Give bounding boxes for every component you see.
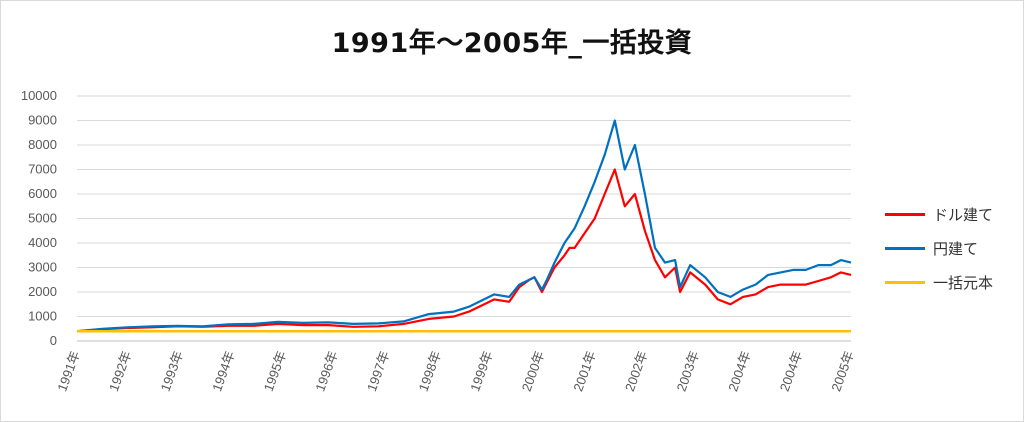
legend-item-dollar: ドル建て xyxy=(885,197,993,231)
y-tick-label-2: 2000 xyxy=(28,284,57,299)
legend-item-principal: 一括元本 xyxy=(885,265,993,299)
series-line-1 xyxy=(76,119,852,333)
y-tick-label-7: 7000 xyxy=(28,162,57,177)
legend-label-yen: 円建て xyxy=(933,239,979,258)
chart-title: 1991年～2005年_一括投資 xyxy=(331,28,693,59)
x-tick-label-7: 1998年 xyxy=(416,349,444,394)
x-tick-label-8: 1999年 xyxy=(467,349,495,394)
x-tick-label-4: 1995年 xyxy=(261,349,289,394)
legend-label-dollar: ドル建て xyxy=(933,205,994,224)
x-tick-label-15: 2005年 xyxy=(828,349,856,394)
x-tick-label-9: 2000年 xyxy=(519,349,547,394)
y-tick-label-4: 4000 xyxy=(28,235,57,250)
x-tick-label-1: 1992年 xyxy=(106,349,134,394)
legend-swatch-yen xyxy=(885,246,925,250)
y-tick-label-0: 0 xyxy=(50,333,57,348)
y-tick-label-3: 3000 xyxy=(28,260,57,275)
x-tick-label-10: 2001年 xyxy=(570,349,598,394)
y-tick-label-1: 1000 xyxy=(28,309,57,324)
x-tick-label-2: 1993年 xyxy=(158,349,186,394)
x-tick-label-14: 2004年 xyxy=(777,349,805,394)
y-tick-label-10: 10000 xyxy=(21,88,57,103)
x-tick-label-13: 2004年 xyxy=(725,349,753,394)
legend: ドル建て 円建て 一括元本 xyxy=(885,197,993,299)
legend-swatch-principal xyxy=(885,280,925,284)
x-tick-label-6: 1997年 xyxy=(364,349,392,394)
x-tick-label-3: 1994年 xyxy=(209,349,237,394)
y-tick-label-9: 9000 xyxy=(28,113,57,128)
x-tick-label-12: 2003年 xyxy=(674,349,702,394)
legend-label-principal: 一括元本 xyxy=(933,273,994,292)
series-line-0 xyxy=(76,168,852,333)
legend-swatch-dollar xyxy=(885,212,925,216)
y-tick-label-5: 5000 xyxy=(28,211,57,226)
x-tick-label-11: 2002年 xyxy=(622,349,650,394)
legend-item-yen: 円建て xyxy=(885,231,993,265)
x-tick-label-5: 1996年 xyxy=(312,349,340,394)
y-tick-label-6: 6000 xyxy=(28,186,57,201)
x-tick-label-0: 1991年 xyxy=(54,349,82,394)
y-tick-label-8: 8000 xyxy=(28,137,57,152)
